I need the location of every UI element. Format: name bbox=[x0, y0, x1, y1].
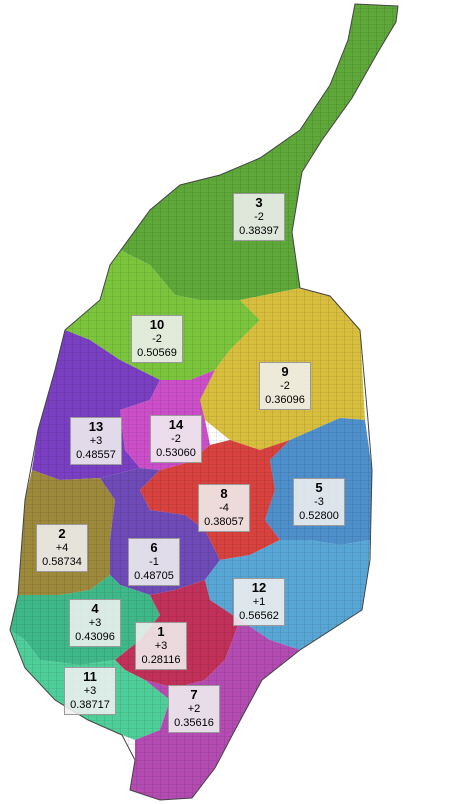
district-10-label: 10 -2 0.50569 bbox=[131, 315, 183, 363]
district-change: +4 bbox=[55, 542, 69, 554]
district-change: +3 bbox=[88, 617, 102, 629]
district-value: 0.50569 bbox=[137, 347, 177, 359]
district-3-label: 3 -2 0.38397 bbox=[233, 193, 285, 241]
district-change: -2 bbox=[171, 433, 181, 445]
district-number: 4 bbox=[91, 601, 99, 616]
district-number: 12 bbox=[251, 580, 267, 595]
district-value: 0.58734 bbox=[42, 556, 82, 568]
district-value: 0.56562 bbox=[239, 610, 279, 622]
district-11-label: 11 +3 0.38717 bbox=[64, 667, 116, 715]
city-boundary bbox=[9, 3, 399, 801]
district-6-label: 6 -1 0.48705 bbox=[128, 538, 180, 586]
district-value: 0.35616 bbox=[174, 717, 214, 729]
district-number: 5 bbox=[315, 480, 323, 495]
district-change: +3 bbox=[83, 685, 97, 697]
district-value: 0.38057 bbox=[204, 516, 244, 528]
district-number: 11 bbox=[83, 669, 97, 684]
district-value: 0.38397 bbox=[239, 225, 279, 237]
district-value: 0.48705 bbox=[134, 570, 174, 582]
district-5-label: 5 -3 0.52800 bbox=[293, 478, 345, 526]
district-8-label: 8 -4 0.38057 bbox=[198, 484, 250, 532]
district-9-label: 9 -2 0.36096 bbox=[259, 362, 311, 410]
district-number: 7 bbox=[190, 687, 198, 702]
district-number: 2 bbox=[58, 526, 66, 541]
district-change: -4 bbox=[219, 502, 229, 514]
district-7-label: 7 +2 0.35616 bbox=[168, 685, 220, 733]
district-value: 0.28116 bbox=[141, 654, 181, 666]
district-12-label: 12 +1 0.56562 bbox=[233, 578, 285, 626]
district-value: 0.48557 bbox=[76, 449, 116, 461]
district-change: -1 bbox=[149, 556, 159, 568]
district-number: 13 bbox=[88, 419, 104, 434]
district-value: 0.38717 bbox=[70, 699, 110, 711]
district-number: 1 bbox=[157, 624, 165, 639]
district-change: -2 bbox=[152, 333, 162, 345]
district-14-label: 14 -2 0.53060 bbox=[150, 415, 202, 463]
district-1-label: 1 +3 0.28116 bbox=[135, 622, 187, 670]
district-13-label: 13 +3 0.48557 bbox=[70, 417, 122, 465]
district-number: 3 bbox=[255, 195, 263, 210]
district-number: 6 bbox=[150, 540, 158, 555]
district-number: 9 bbox=[281, 364, 289, 379]
district-change: +3 bbox=[89, 435, 103, 447]
district-change: +1 bbox=[252, 596, 266, 608]
district-2-label: 2 +4 0.58734 bbox=[36, 524, 88, 572]
district-4-label: 4 +3 0.43096 bbox=[69, 599, 121, 647]
district-change: -2 bbox=[254, 211, 264, 223]
district-change: -2 bbox=[280, 380, 290, 392]
district-value: 0.52800 bbox=[299, 510, 339, 522]
district-value: 0.36096 bbox=[265, 394, 305, 406]
district-number: 10 bbox=[149, 317, 165, 332]
district-change: +2 bbox=[187, 703, 201, 715]
district-change: -3 bbox=[314, 496, 324, 508]
district-number: 8 bbox=[220, 486, 228, 501]
district-value: 0.53060 bbox=[156, 447, 196, 459]
district-number: 14 bbox=[168, 417, 184, 432]
district-value: 0.43096 bbox=[75, 631, 115, 643]
district-change: +3 bbox=[154, 640, 168, 652]
